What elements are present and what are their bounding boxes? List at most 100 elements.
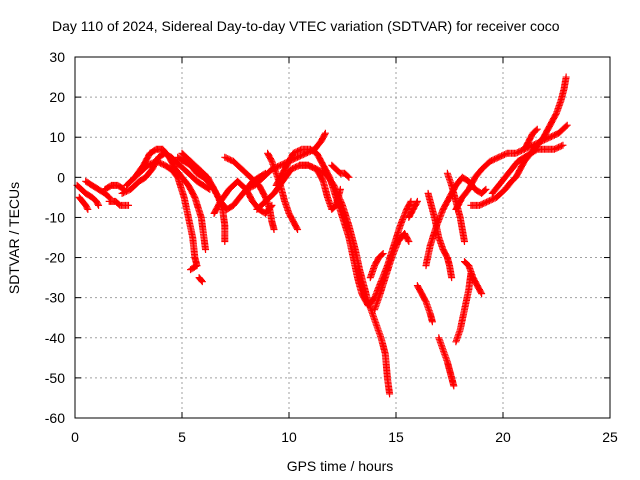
data-marker xyxy=(255,181,269,200)
data-marker xyxy=(546,130,561,141)
data-marker xyxy=(75,193,86,204)
data-marker xyxy=(473,282,485,296)
data-marker xyxy=(178,149,193,164)
data-marker xyxy=(152,157,167,169)
data-marker xyxy=(191,193,205,220)
data-marker xyxy=(304,161,319,173)
data-marker xyxy=(546,111,560,129)
data-marker xyxy=(229,157,245,172)
data-marker xyxy=(289,218,301,232)
data-marker xyxy=(461,258,472,269)
data-marker xyxy=(501,179,515,193)
data-marker xyxy=(73,181,84,192)
data-marker xyxy=(471,167,485,181)
data-marker xyxy=(458,173,471,184)
data-marker xyxy=(555,122,570,137)
data-marker xyxy=(501,167,515,181)
data-marker xyxy=(328,161,339,172)
data-marker xyxy=(161,161,174,172)
data-marker xyxy=(114,181,127,193)
data-marker xyxy=(217,187,232,205)
data-marker xyxy=(493,186,508,201)
data-marker xyxy=(514,154,527,165)
data-marker xyxy=(428,318,436,326)
x-tick-label: 20 xyxy=(495,429,511,445)
data-marker xyxy=(198,278,206,286)
data-marker xyxy=(529,126,540,137)
data-marker xyxy=(478,186,489,197)
data-marker xyxy=(187,266,195,274)
data-marker xyxy=(221,238,229,246)
data-marker xyxy=(401,230,412,244)
series-track-19 xyxy=(328,161,353,181)
data-marker xyxy=(460,238,468,246)
data-marker xyxy=(512,167,523,181)
data-marker xyxy=(452,195,466,213)
y-tick-label: -60 xyxy=(45,410,65,426)
series-track-03 xyxy=(82,177,113,201)
data-marker xyxy=(458,187,472,201)
data-marker xyxy=(540,123,553,141)
data-marker xyxy=(253,198,268,213)
series-track-25 xyxy=(424,189,456,282)
data-marker xyxy=(354,274,365,296)
data-marker xyxy=(112,197,123,208)
series-track-29 xyxy=(461,258,486,298)
y-tick-label: 10 xyxy=(49,129,65,145)
data-marker xyxy=(287,162,302,173)
data-marker xyxy=(488,183,502,197)
data-marker xyxy=(319,177,331,200)
data-marker xyxy=(321,129,329,137)
y-tick-label: -50 xyxy=(45,370,65,386)
data-marker xyxy=(476,198,491,209)
series-track-22 xyxy=(405,197,421,221)
data-marker xyxy=(184,181,198,200)
data-marker xyxy=(146,146,159,157)
data-marker xyxy=(562,73,570,81)
x-tick-label: 25 xyxy=(602,429,618,445)
data-marker xyxy=(210,199,224,217)
data-marker xyxy=(520,139,532,153)
data-marker xyxy=(339,201,352,228)
chart-title: Day 110 of 2024, Sidereal Day-to-day VTE… xyxy=(52,18,560,34)
y-tick-label: 0 xyxy=(57,169,65,185)
data-marker xyxy=(285,209,297,224)
grid-lines xyxy=(75,57,610,418)
data-marker xyxy=(469,274,481,288)
y-tick-label: 30 xyxy=(49,49,65,65)
data-marker xyxy=(238,165,253,180)
data-marker xyxy=(202,246,210,254)
data-marker xyxy=(563,121,571,129)
data-marker xyxy=(388,239,402,262)
series-track-05 xyxy=(105,197,132,209)
data-marker xyxy=(127,178,142,193)
data-marker xyxy=(418,290,429,304)
series-track-20 xyxy=(366,250,387,282)
data-marker xyxy=(193,177,206,189)
data-marker xyxy=(82,201,91,212)
data-marker xyxy=(193,169,206,180)
data-marker xyxy=(448,181,459,204)
data-marker xyxy=(281,151,297,173)
data-marker xyxy=(167,165,181,180)
data-marker xyxy=(82,177,95,189)
data-marker xyxy=(461,287,472,314)
data-marker xyxy=(221,153,236,165)
data-marker xyxy=(407,197,415,205)
series-track-33 xyxy=(520,125,541,153)
data-marker xyxy=(272,167,288,189)
data-marker xyxy=(478,158,493,173)
data-marker xyxy=(84,205,92,213)
series-track-26 xyxy=(435,334,458,390)
y-axis-label: SDTVAR / TECUs xyxy=(6,182,22,294)
x-tick-label: 5 xyxy=(178,429,186,445)
data-marker xyxy=(270,225,278,233)
data-marker xyxy=(317,131,329,145)
y-tick-label: -40 xyxy=(45,330,65,346)
data-marker xyxy=(349,254,361,280)
data-marker xyxy=(88,181,101,193)
data-marker xyxy=(332,165,343,176)
data-marker xyxy=(188,262,201,273)
